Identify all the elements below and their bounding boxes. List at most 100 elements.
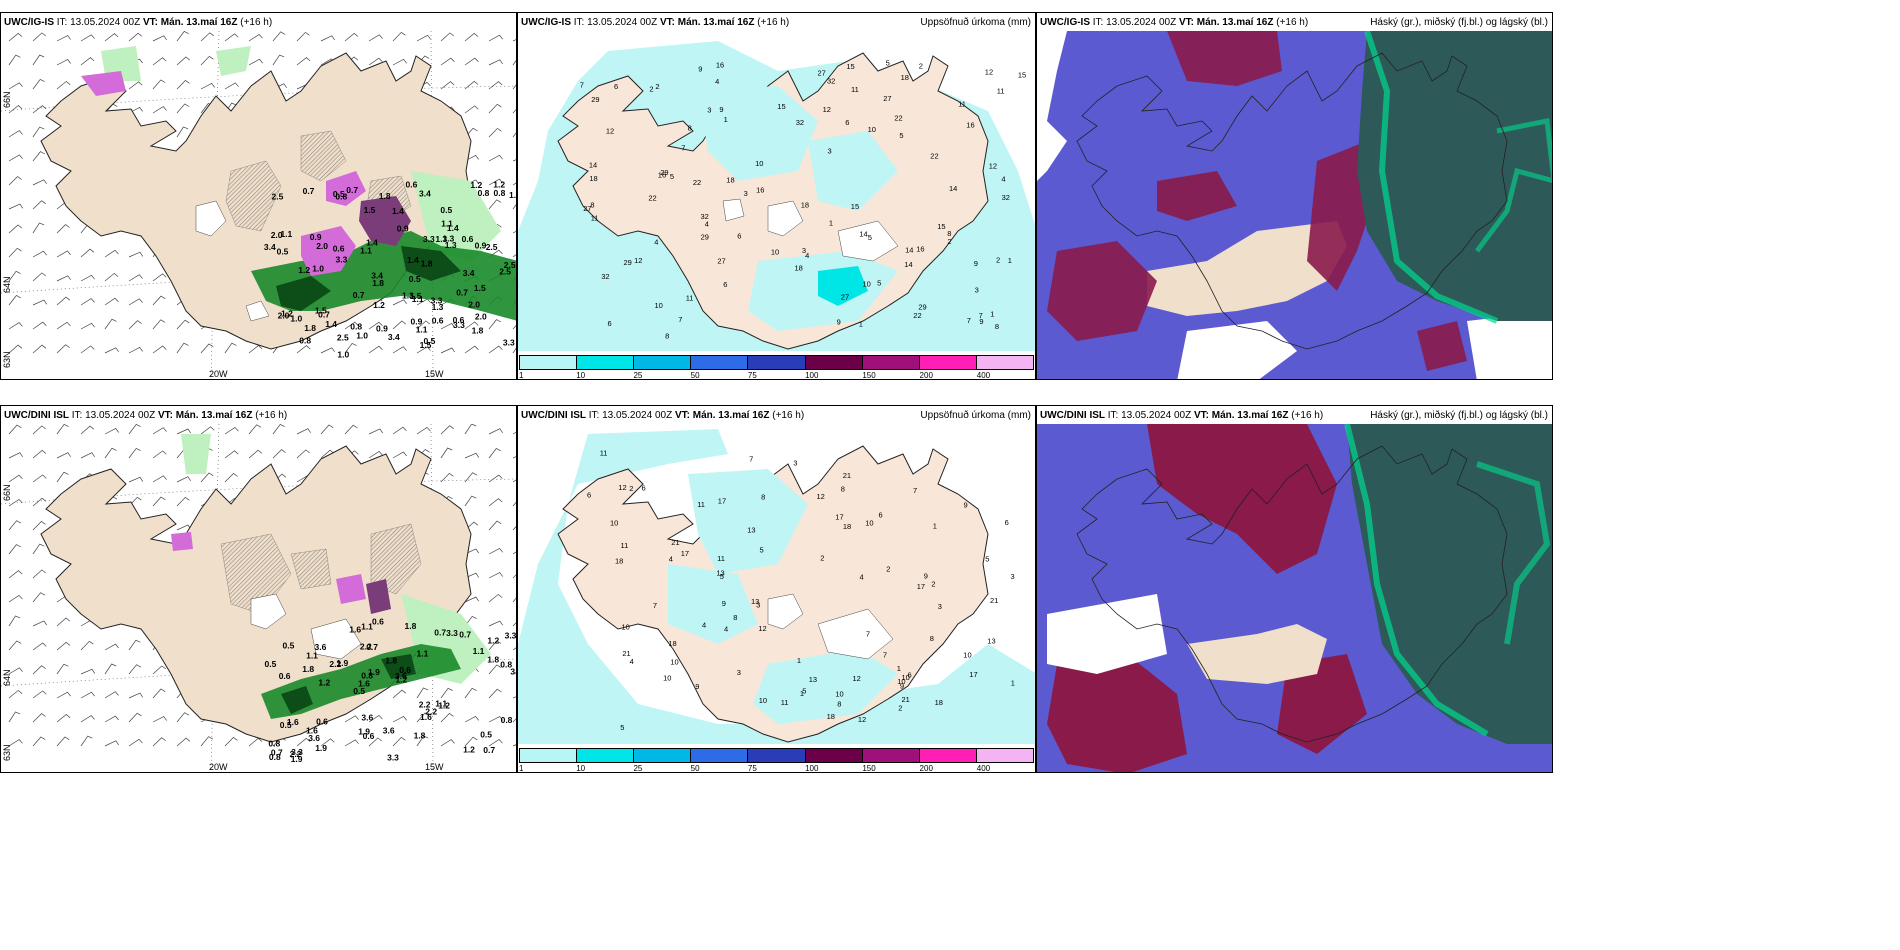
value-label: 18 xyxy=(935,698,943,707)
wind-barb xyxy=(320,35,335,42)
it-label: IT: xyxy=(71,410,83,421)
value-label: 4 xyxy=(705,220,709,229)
colorbar-label: 50 xyxy=(690,371,700,380)
wind-barb xyxy=(488,498,503,507)
value-label: 8 xyxy=(761,493,765,502)
wind-barb xyxy=(104,272,119,282)
value-label: 27 xyxy=(717,257,725,266)
value-label: 1.2 xyxy=(373,300,385,310)
high-cloud-edge xyxy=(1364,31,1499,324)
colorbar-segment xyxy=(919,356,977,369)
high-cloud-edge xyxy=(1476,461,1551,645)
value-label: 10 xyxy=(963,650,971,659)
wind-barb xyxy=(56,641,71,651)
value-label: 8 xyxy=(665,332,669,341)
wind-barb xyxy=(488,127,502,138)
init-time: 13.05.2024 00Z xyxy=(1106,17,1177,28)
value-label: 27 xyxy=(818,69,826,78)
cloud-map xyxy=(1037,31,1552,379)
wind-barb xyxy=(296,57,311,66)
high-cloud-edge xyxy=(1475,118,1552,253)
value-label: 1.6 xyxy=(358,678,370,688)
value-label: 9 xyxy=(695,682,699,691)
value-label: 6 xyxy=(737,232,741,241)
wind-barb xyxy=(32,569,47,579)
glaciers xyxy=(195,200,270,322)
wind-barb xyxy=(128,639,141,651)
value-label: 10 xyxy=(835,689,843,698)
value-label: 15 xyxy=(1018,70,1026,79)
value-label: 0.7 xyxy=(318,310,330,320)
wind-barb xyxy=(176,31,189,42)
wind-barb xyxy=(56,224,70,234)
value-label: 21 xyxy=(843,471,851,480)
colorbar-segment xyxy=(748,356,806,369)
vt-label: VT: xyxy=(157,410,173,421)
wind-barb xyxy=(368,451,383,459)
value-label: 21 xyxy=(902,695,910,704)
wind-barb xyxy=(512,718,516,723)
wind-barb xyxy=(512,204,516,210)
value-label: 18 xyxy=(726,176,734,185)
wind-barb xyxy=(56,35,71,42)
wind-barb xyxy=(488,520,502,531)
wind-barb xyxy=(152,295,166,306)
wind-barb xyxy=(440,739,455,747)
value-label: 6 xyxy=(608,319,612,328)
precip-colorbar xyxy=(519,748,1034,763)
wind-barb xyxy=(272,424,285,435)
wind-barb xyxy=(8,667,23,675)
value-label: 10 xyxy=(610,519,618,528)
lat-label-66: 66N xyxy=(2,484,12,501)
value-label: 1 xyxy=(800,689,804,698)
colorbar-segment xyxy=(577,749,635,762)
value-label: 13 xyxy=(809,675,817,684)
value-label: 1 xyxy=(897,664,901,673)
wind-barb xyxy=(56,80,71,90)
wind-barb xyxy=(104,297,119,306)
wind-barb xyxy=(392,299,407,306)
wind-barb xyxy=(32,250,47,258)
wind-barb xyxy=(8,224,23,234)
value-label: 0.6 xyxy=(462,234,474,244)
value-label: 2 xyxy=(886,565,890,574)
wind-barb xyxy=(440,347,455,354)
value-label: 2 xyxy=(931,579,935,588)
value-label: 32 xyxy=(701,212,709,221)
value-label: 0.8 xyxy=(350,322,362,332)
wind-barb xyxy=(128,476,144,483)
value-label: 17 xyxy=(917,582,925,591)
wind-barb xyxy=(200,55,214,66)
colorbar-segment xyxy=(520,356,578,369)
value-label: 12 xyxy=(618,483,626,492)
lead-time: (+16 h) xyxy=(1276,17,1309,28)
value-label: 3.6 xyxy=(383,725,395,735)
init-time: 13.05.2024 00Z xyxy=(602,410,673,421)
wind-barb xyxy=(128,32,143,42)
wind-barb xyxy=(200,82,215,90)
value-label: 0.8 xyxy=(494,188,506,198)
value-label: 3 xyxy=(756,601,760,610)
colorbar-label: 400 xyxy=(976,764,991,773)
value-label: 14 xyxy=(589,161,597,170)
wind-barb xyxy=(80,345,95,354)
high-cloud-edge xyxy=(1344,424,1489,737)
value-label: 8 xyxy=(837,700,841,709)
wind-barb xyxy=(320,424,334,435)
value-label: 3.4 xyxy=(419,189,431,199)
lat-label-64: 64N xyxy=(2,276,12,293)
value-label: 1.4 xyxy=(392,206,404,216)
value-label: 13 xyxy=(987,637,995,646)
value-label: 9 xyxy=(924,572,928,581)
wind-barb xyxy=(344,32,359,42)
colorbar-segment xyxy=(634,749,692,762)
wind-barb xyxy=(80,640,94,651)
wind-barb xyxy=(488,716,503,723)
wind-barb xyxy=(464,572,479,579)
value-label: 1.1 xyxy=(360,245,372,255)
lon-label-15: 15W xyxy=(425,762,444,772)
low-cloud-area xyxy=(1177,321,1297,379)
clear-land xyxy=(1187,624,1327,684)
value-label: 18 xyxy=(615,557,623,566)
value-label: 5 xyxy=(868,233,872,242)
